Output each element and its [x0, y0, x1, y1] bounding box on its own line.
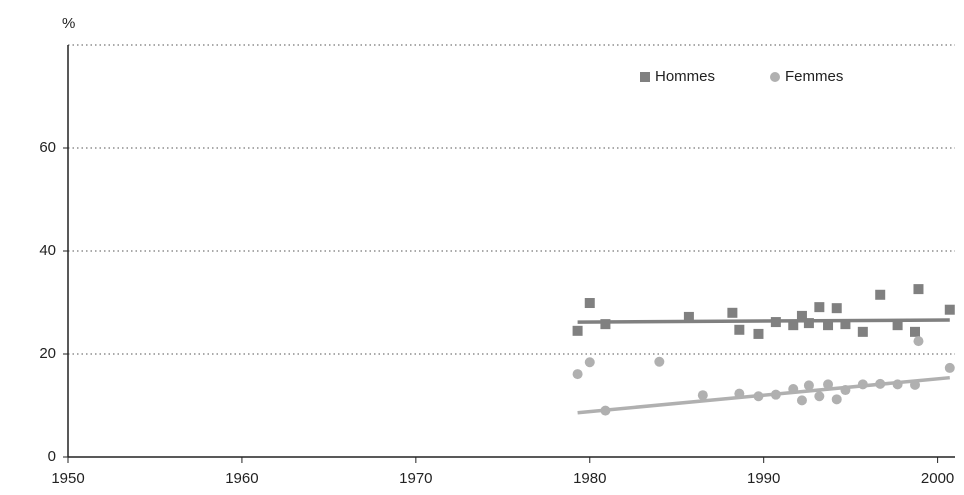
point	[944, 304, 955, 315]
point	[796, 395, 807, 406]
legend-marker	[770, 72, 780, 82]
point	[840, 319, 851, 330]
point	[796, 310, 807, 321]
point	[584, 357, 595, 368]
legend-label: Femmes	[785, 68, 843, 85]
y-tick-label: 60	[39, 139, 56, 156]
x-tick-label: 1980	[573, 470, 606, 487]
point	[913, 284, 924, 295]
point	[600, 319, 611, 330]
point	[823, 379, 834, 390]
point	[814, 302, 825, 313]
x-tick-label: 1970	[399, 470, 432, 487]
point	[823, 320, 834, 331]
legend-label: Hommes	[655, 68, 715, 85]
x-tick-label: 1960	[225, 470, 258, 487]
y-tick-label: 40	[39, 242, 56, 259]
point	[875, 289, 886, 300]
y-tick-label: 20	[39, 345, 56, 362]
point	[584, 298, 595, 309]
x-tick-label: 1990	[747, 470, 780, 487]
trend-line	[577, 318, 950, 324]
point	[697, 390, 708, 401]
x-tick-label: 1950	[51, 470, 84, 487]
point	[892, 320, 903, 331]
point	[803, 380, 814, 391]
point	[814, 391, 825, 402]
y-axis-label: %	[62, 15, 75, 32]
x-tick-label: 2000	[921, 470, 954, 487]
point	[788, 320, 799, 331]
point	[803, 318, 814, 329]
point	[683, 311, 694, 322]
point	[909, 326, 920, 337]
legend-marker	[640, 72, 650, 82]
point	[857, 326, 868, 337]
point	[753, 328, 764, 339]
point	[913, 336, 924, 347]
point	[734, 324, 745, 335]
point	[572, 369, 583, 380]
trend-line	[577, 375, 950, 415]
y-tick-label: 0	[48, 448, 56, 465]
point	[944, 362, 955, 373]
point	[654, 356, 665, 367]
point	[572, 325, 583, 336]
point	[727, 307, 738, 318]
point	[831, 303, 842, 314]
point	[831, 394, 842, 405]
